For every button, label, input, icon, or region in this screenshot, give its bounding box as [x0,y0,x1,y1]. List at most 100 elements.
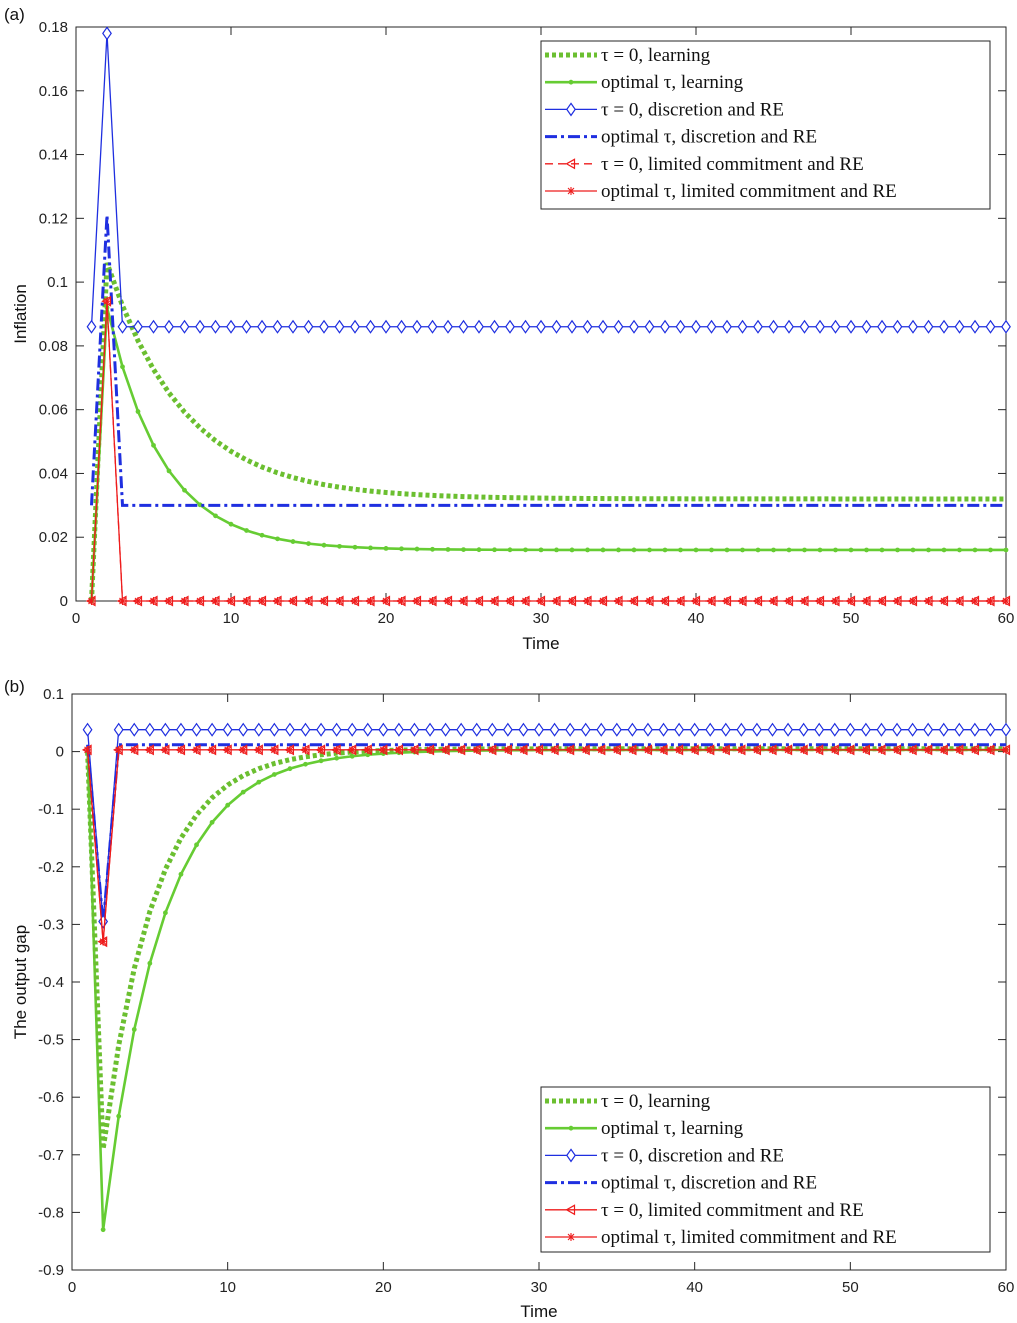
series-marker [430,546,435,552]
series-marker [129,722,140,737]
series-4 [86,743,1006,925]
series-marker [833,547,838,553]
series-marker [611,722,622,737]
series-marker [100,1227,106,1233]
legend-marker [566,1148,576,1163]
panel-b-x-axis-label: Time [520,1302,557,1321]
x-tick-label: 10 [219,1279,236,1296]
x-tick-label: 30 [533,610,550,627]
series-marker [275,536,280,542]
series-marker [1001,319,1011,334]
series-marker [518,722,529,737]
series-marker [783,722,793,737]
series-marker [767,722,778,737]
series-marker [443,319,453,334]
series-marker [737,319,748,334]
series-marker [520,319,531,334]
series-line-4 [86,743,1006,925]
panel-a-inflation: (a) 0 10 20 30 40 50 60 0 0.02 0.04 0.06 0.08 0.1 0.1… [4,5,1014,653]
series-marker [270,745,279,754]
series-marker [910,547,916,553]
series-marker [785,597,793,605]
series-marker [692,597,700,605]
series-6 [87,297,1010,605]
series-marker [238,722,249,737]
series-marker [303,319,314,334]
series-marker [151,442,156,448]
legend-label-4: optimal τ, discretion and RE [601,127,817,148]
panel-a-plot-area [85,26,1011,607]
y-tick-label: 0.18 [39,19,68,36]
y-tick-label: 0.1 [47,274,68,291]
series-marker [569,547,575,553]
series-marker [304,597,313,605]
series-marker [316,722,326,737]
series-marker [614,597,623,605]
series-marker [83,745,92,754]
series-marker [176,722,186,737]
y-tick-label: 0.02 [39,529,68,546]
legend-label-5: τ = 0, limited commitment and RE [601,1200,864,1221]
y-tick-label: 0.14 [39,147,68,164]
series-marker [120,364,125,370]
series-marker [285,745,294,754]
series-marker [1002,597,1010,605]
series-marker [318,758,324,764]
series-marker [196,597,204,605]
series-marker [659,745,668,754]
series-marker [166,468,172,474]
series-marker [285,722,295,737]
series-marker [519,745,528,754]
series-marker [213,513,218,519]
series-4 [90,215,1006,507]
series-marker [180,597,189,605]
series-marker [830,745,839,754]
series-marker [643,745,652,754]
series-3 [86,26,1011,334]
series-marker [581,745,590,754]
series-marker [784,319,794,334]
series-marker [1001,722,1011,737]
series-marker [846,319,856,334]
series-marker [102,26,112,41]
series-marker [955,597,964,605]
series-marker [939,745,948,754]
legend-marker [565,1204,576,1216]
series-marker [523,547,528,553]
series-marker [133,319,143,334]
series-marker [567,319,577,334]
series-marker [675,319,686,334]
series-marker [786,547,792,553]
x-tick-label: 30 [531,1279,548,1296]
series-marker [926,547,931,553]
series-marker [365,319,376,334]
series-marker [331,722,342,737]
series-marker [227,597,235,605]
series-marker [892,319,903,334]
series-marker [134,597,142,605]
series-marker [771,547,776,553]
series-marker [472,745,481,754]
series-marker [144,722,155,737]
series-marker [306,541,311,547]
series-marker [145,745,154,754]
series-marker [457,745,466,754]
legend-label-5: τ = 0, limited commitment and RE [601,154,864,175]
series-marker [350,319,360,334]
series-marker [334,319,345,334]
x-tick-label: 60 [998,1279,1015,1296]
series-marker [877,745,886,754]
series-marker [191,722,202,737]
series-marker [829,722,840,737]
series-marker [258,597,266,605]
series-marker [393,722,404,737]
series-marker [99,937,108,946]
series-marker [631,547,637,553]
y-tick-label: -0.1 [38,801,64,818]
series-marker [815,745,824,754]
series-marker [799,745,808,754]
y-tick-label: -0.3 [38,916,64,933]
series-marker [301,745,310,754]
series-marker [709,547,714,553]
series-marker [799,319,810,334]
